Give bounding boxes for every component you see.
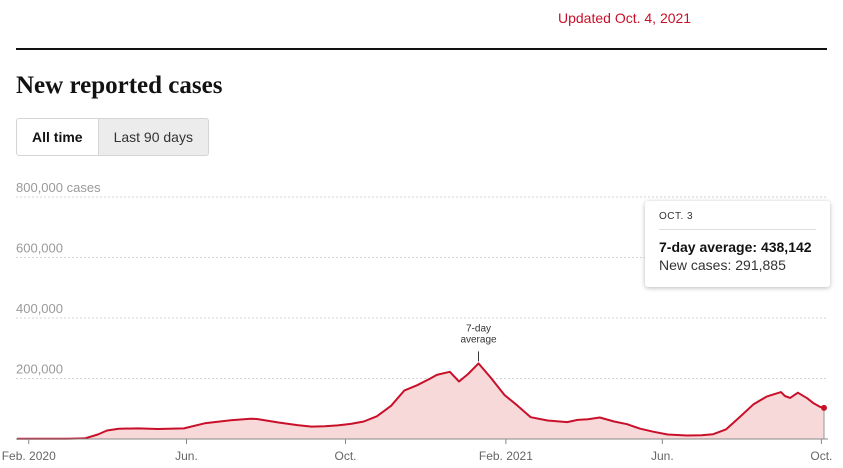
x-tick-label: Feb. 2021 [479,449,533,463]
tooltip-new-cases: New cases: 291,885 [659,257,786,273]
x-tick-label: Feb. 2020 [2,449,56,463]
series-area [17,363,824,439]
section-title: New reported cases [16,72,223,99]
header-rule [16,48,827,50]
all-time-button[interactable]: All time [16,118,99,156]
series-line [17,362,825,440]
y-tick-label: 400,000 [16,301,63,316]
y-tick-label: 600,000 [16,241,63,256]
chart-tooltip: Oct. 3 7-day average: 438,142 New cases:… [645,201,830,287]
x-tick-label: Jun. [175,449,198,463]
time-range-toggle: All time Last 90 days [16,118,209,156]
tooltip-seven-day-average: 7-day average: 438,142 [659,239,812,255]
y-tick-label: 200,000 [16,362,63,377]
x-tick-label: Oct. [810,449,832,463]
x-tick-label: Oct. [335,449,357,463]
x-tick-label: Jun. [651,449,674,463]
annotation-label: 7-day average [460,323,497,345]
updated-timestamp: Updated Oct. 4, 2021 [558,10,692,26]
last-point-marker [821,404,827,411]
last-90-days-button[interactable]: Last 90 days [98,118,209,156]
y-tick-label: 800,000 cases [16,180,101,195]
tooltip-date: Oct. 3 [659,211,816,230]
